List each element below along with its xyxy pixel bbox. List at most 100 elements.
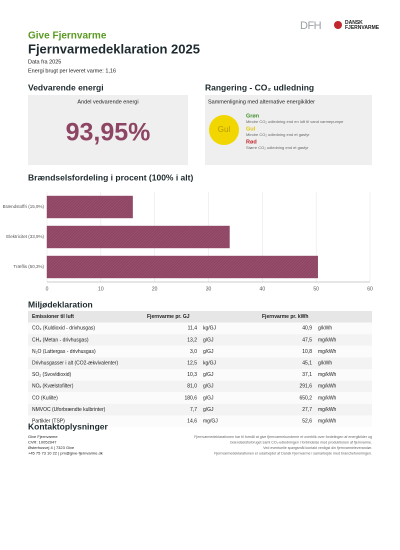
table-row-bg	[28, 322, 372, 335]
unit-gj: kg/GJ	[203, 361, 217, 367]
x-tick-label: 0	[46, 286, 49, 292]
logo-dfh: DFH	[300, 20, 322, 32]
value-kwh: 10,8	[302, 349, 312, 355]
table-row-bg	[28, 392, 372, 404]
unit-kwh: g/kWh	[318, 326, 332, 332]
emission-name: Partikler (TSP)	[32, 419, 65, 425]
table-row-bg	[28, 380, 372, 393]
logo-icon	[334, 21, 342, 29]
y-tick-label: Brændstoffri (15,9%)	[3, 204, 45, 209]
ranking-caption: Sammenligning med alternative energikild…	[208, 99, 315, 105]
value-gj: 11,4	[188, 326, 198, 332]
value-kwh: 45,1	[302, 361, 312, 367]
emission-name: CO₂ (Kuldioxid - drivhusgas)	[32, 326, 95, 332]
note-line: Ved eventuelle spørgsmål kontakt venligs…	[263, 446, 372, 450]
section-heading: Miljødeklaration	[28, 299, 93, 309]
value-gj: 12,5	[187, 361, 197, 367]
value-kwh: 52,6	[302, 419, 312, 425]
table-row-bg	[28, 369, 372, 381]
emission-name: NMVOC (Uforbrændte kulbrinter)	[32, 407, 106, 413]
section-heading: Vedvarende energi	[28, 82, 104, 92]
logo-text: DANSK	[345, 20, 363, 26]
unit-gj: mg/GJ	[203, 419, 218, 425]
value-gj: 7,7	[190, 407, 197, 413]
x-tick-label: 20	[152, 286, 158, 292]
ranking-badge	[209, 115, 239, 145]
bar	[46, 195, 133, 219]
value-kwh: 37,1	[302, 372, 312, 378]
unit-gj: g/GJ	[203, 384, 214, 390]
x-tick-label: 40	[260, 286, 266, 292]
unit-kwh: mg/kWh	[318, 384, 337, 390]
table-row-bg	[28, 357, 372, 369]
unit-kwh: mg/kWh	[318, 407, 337, 413]
level-text: Større CO₂ udledning end et gasfyr	[246, 145, 309, 150]
emissions-table: Emissioner til luft Fjernvarme pr. GJ Fjer…	[28, 311, 372, 427]
table-row-bg	[28, 415, 372, 427]
value-gj: 3,0	[190, 349, 197, 355]
unit-gj: g/GJ	[203, 337, 214, 343]
logo-text: FJERNVARME	[345, 25, 380, 31]
y-tick-label: Træflis (50,3%)	[13, 264, 44, 269]
value-gj: 13,2	[187, 337, 197, 343]
note-line: Fjernvarmedeklarationen er udarbejdet af…	[214, 451, 372, 455]
level-name: Gul	[246, 126, 256, 132]
company-name: Give Fjernvarme	[28, 31, 107, 42]
unit-gj: g/GJ	[203, 407, 214, 413]
unit-gj: g/GJ	[203, 372, 214, 378]
energy-ratio: Energi brugt per leveret varme: 1,16	[28, 68, 116, 74]
data-year: Data fra 2025	[28, 59, 61, 65]
emission-name: CO (Kulilte)	[32, 395, 58, 401]
table-header-bg	[28, 311, 372, 323]
emission-name: Drivhusgasser i alt (CO2-ækvivalenter)	[32, 361, 118, 367]
section-heading: Rangering - CO₂ udledning	[205, 82, 314, 92]
section-heading: Brændselsfordeling i procent (100% i alt…	[28, 172, 193, 182]
emission-name: CH₄ (Metan - drivhusgas)	[32, 337, 89, 343]
renewable-caption: Andel vedvarende energi	[77, 99, 138, 105]
table-row-bg	[28, 403, 372, 416]
unit-gj: g/GJ	[203, 349, 214, 355]
page-title: Fjernvarmedeklaration 2025	[28, 41, 200, 56]
emission-name: SO₂ (Svovldioxid)	[32, 372, 72, 378]
level-text: Mindre CO₂ udledning end en luft til van…	[246, 119, 344, 124]
bar	[46, 225, 230, 249]
unit-kwh: g/kWh	[318, 361, 332, 367]
x-tick-label: 10	[98, 286, 104, 292]
unit-kwh: mg/kWh	[318, 349, 337, 355]
value-kwh: 291,6	[299, 384, 312, 390]
contact-line: Østerhusvej 4 | 7323 Give	[28, 445, 75, 450]
unit-kwh: mg/kWh	[318, 372, 337, 378]
x-tick-label: 30	[206, 286, 212, 292]
value-gj: 14,6	[187, 419, 197, 425]
x-tick-label: 50	[313, 286, 319, 292]
contact-line: Give Fjernvarme	[28, 434, 58, 439]
value-gj: 81,0	[187, 384, 197, 390]
renewable-box	[28, 95, 188, 165]
unit-gj: kg/GJ	[203, 326, 217, 332]
ranking-badge-label: Gul	[218, 125, 231, 134]
value-kwh: 47,5	[302, 337, 312, 343]
renewable-value: 93,95%	[66, 119, 151, 147]
value-gj: 180,6	[184, 395, 197, 401]
x-tick-label: 60	[367, 286, 373, 292]
unit-kwh: mg/kWh	[318, 337, 337, 343]
note-line: brændselsforbruget samt CO₂-udledningen …	[230, 440, 372, 444]
level-text: Mindre CO₂ udledning end et gasfyr	[246, 132, 310, 137]
contact-line: CVR: 10052947	[28, 440, 57, 445]
value-gj: 10,3	[187, 372, 197, 378]
y-tick-label: Elektricitet (33,9%)	[6, 234, 44, 239]
table-row-bg	[28, 334, 372, 346]
value-kwh: 650,2	[299, 395, 312, 401]
emission-name: NOₓ (Kvælstofilter)	[32, 384, 74, 390]
fuel-chart: 0 10 20 30 40 50 60 Brændstoffri (15,9%) Elektri…	[3, 192, 373, 292]
contact-line: +45 75 73 10 22 | pm@give-fjernvarme.dk	[28, 451, 103, 456]
column-header: Emissioner til luft	[32, 314, 74, 320]
bar	[46, 255, 318, 279]
emission-name: N₂O (Lattergas - drivhusgas)	[32, 349, 96, 355]
level-name: Rød	[246, 139, 257, 145]
table-row-bg	[28, 345, 372, 358]
column-header: Fjernvarme pr. kWh	[262, 314, 308, 320]
